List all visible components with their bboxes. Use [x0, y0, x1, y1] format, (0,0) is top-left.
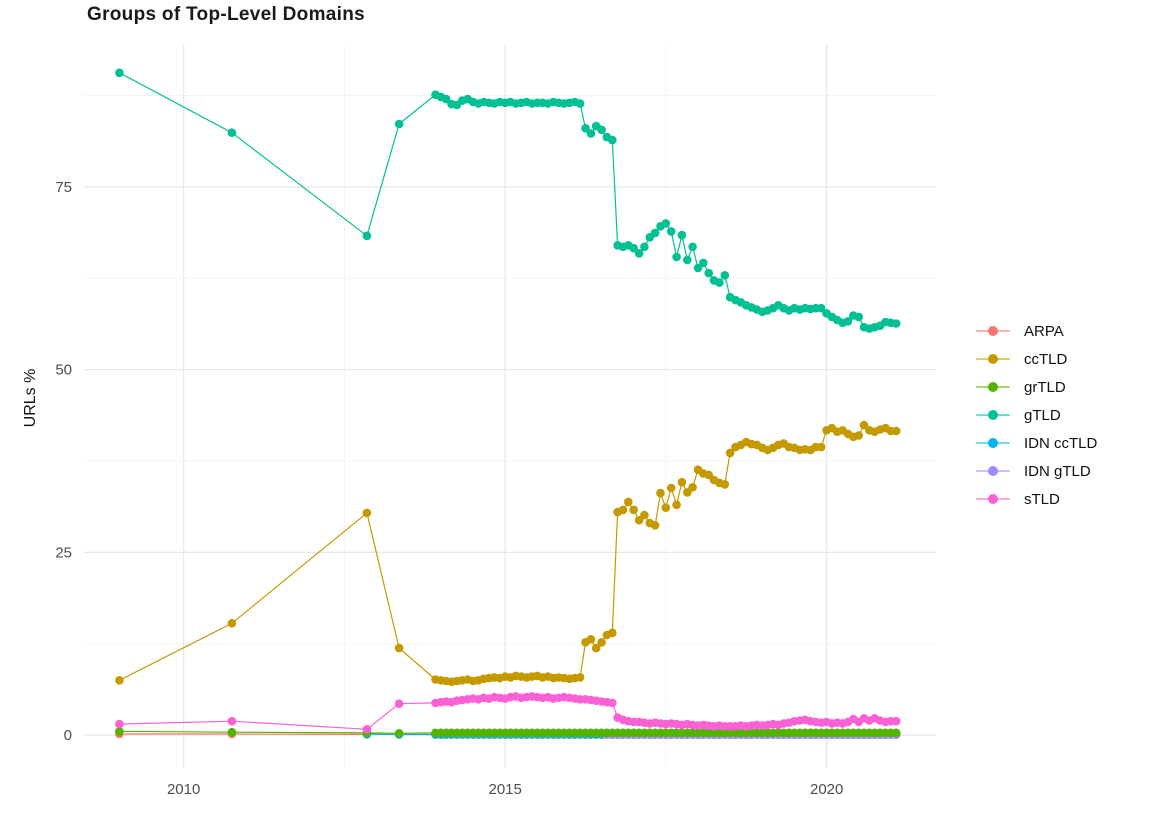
- legend-item-label: gTLD: [1024, 406, 1061, 424]
- legend-key-point-icon: [988, 494, 998, 504]
- svg-text:75: 75: [55, 179, 72, 196]
- series-gTLD: [115, 68, 901, 333]
- series-grTLD: [115, 727, 901, 738]
- legend-key-point-icon: [988, 466, 998, 476]
- svg-text:50: 50: [55, 362, 72, 379]
- svg-text:2010: 2010: [167, 781, 200, 798]
- svg-text:2020: 2020: [810, 781, 843, 798]
- series-ccTLD: [115, 420, 901, 686]
- legend-item: ARPA: [976, 321, 1097, 341]
- legend-item: ccTLD: [976, 349, 1097, 369]
- legend-item: IDN ccTLD: [976, 433, 1097, 453]
- y-tick-labels: 0 25 50 75: [55, 179, 72, 744]
- legend-item: sTLD: [976, 489, 1097, 509]
- legend-key-point-icon: [988, 354, 998, 364]
- svg-text:0: 0: [64, 727, 72, 744]
- series-sTLD: [115, 692, 901, 734]
- legend-item-label: IDN gTLD: [1024, 462, 1091, 480]
- legend-item-label: ccTLD: [1024, 350, 1068, 368]
- legend-item-label: sTLD: [1024, 490, 1060, 508]
- legend: ARPA ccTLD grTLD gTLD IDN ccTLD: [976, 321, 1097, 509]
- legend-key: [976, 433, 1010, 453]
- legend-key-point-icon: [988, 438, 998, 448]
- legend-key: [976, 377, 1010, 397]
- major-gridlines: [84, 45, 936, 768]
- legend-key: [976, 349, 1010, 369]
- legend-key: [976, 489, 1010, 509]
- legend-key: [976, 461, 1010, 481]
- minor-gridlines: [84, 45, 936, 768]
- legend-item-label: grTLD: [1024, 378, 1066, 396]
- chart-title: Groups of Top-Level Domains: [87, 4, 365, 25]
- legend-item-label: ARPA: [1024, 322, 1064, 340]
- legend-item-label: IDN ccTLD: [1024, 434, 1098, 452]
- legend-key-point-icon: [988, 326, 998, 336]
- svg-text:25: 25: [55, 544, 72, 561]
- legend-key: [976, 321, 1010, 341]
- legend-item: grTLD: [976, 377, 1097, 397]
- svg-text:2015: 2015: [488, 781, 521, 798]
- legend-item: gTLD: [976, 405, 1097, 425]
- legend-item: IDN gTLD: [976, 461, 1097, 481]
- legend-key-point-icon: [988, 382, 998, 392]
- x-tick-labels: 2010 2015 2020: [167, 781, 843, 798]
- legend-key-point-icon: [988, 410, 998, 420]
- legend-key: [976, 405, 1010, 425]
